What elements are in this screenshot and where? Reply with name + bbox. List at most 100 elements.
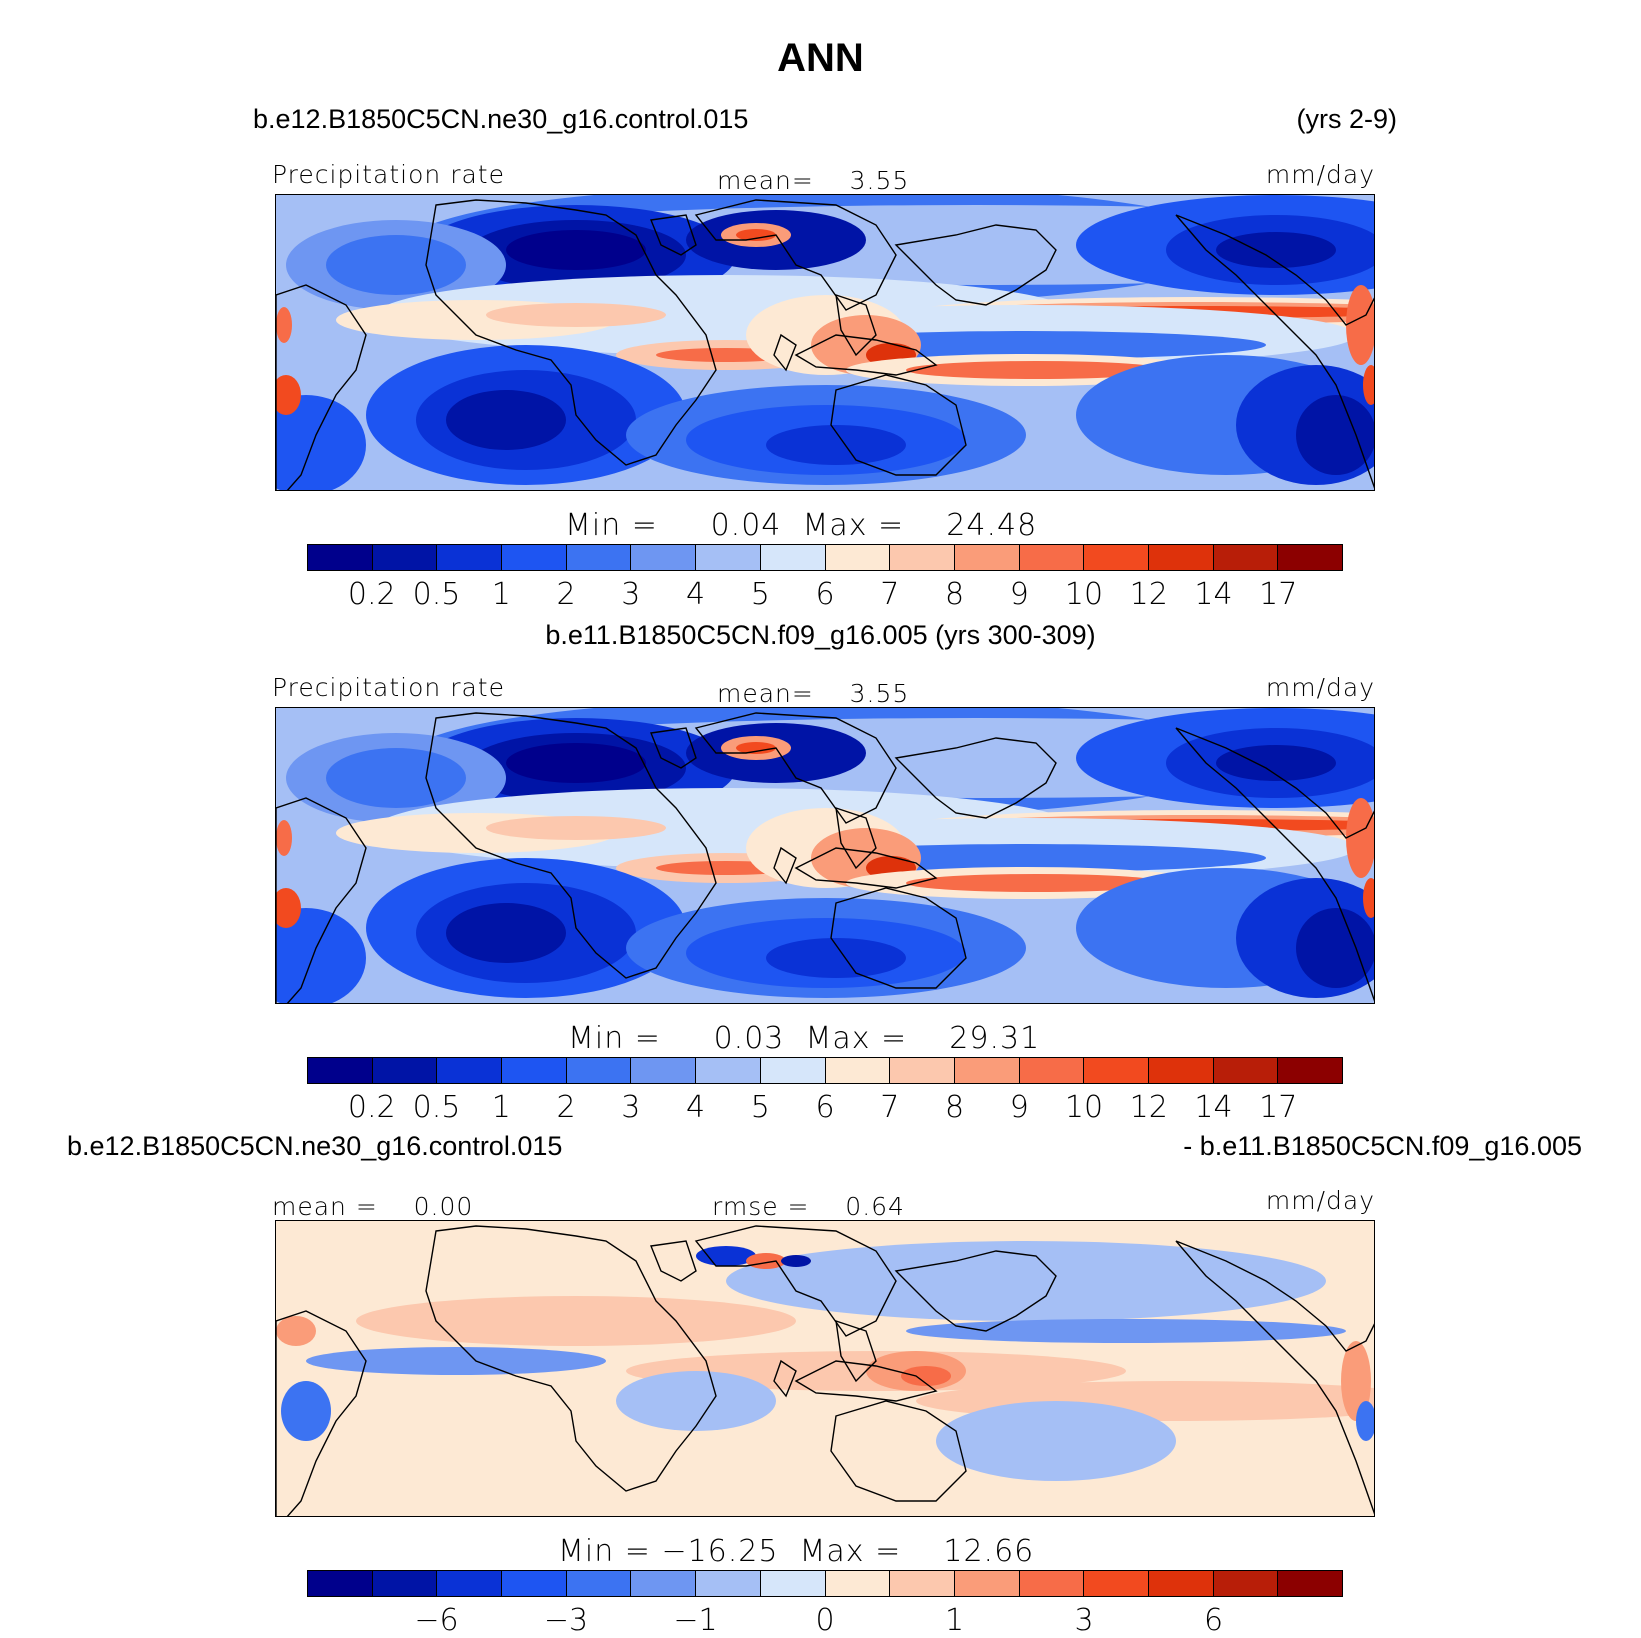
coastline bbox=[276, 797, 367, 1003]
panel3-case-name: b.e12.B1850C5CN.ne30_g16.control.015 bbox=[67, 1131, 563, 1161]
panel3-case-diff: - b.e11.B1850C5CN.f09_g16.005 bbox=[1183, 1131, 1582, 1161]
map3-svg bbox=[276, 1221, 1374, 1516]
coastline bbox=[1175, 727, 1374, 1002]
colorbar-tick-label: 6 bbox=[1203, 1603, 1224, 1638]
panel2-variable-label: Precipitation rate bbox=[272, 673, 505, 702]
contour-region bbox=[781, 1255, 811, 1267]
colorbar-swatch bbox=[631, 1571, 697, 1596]
contour-region bbox=[1363, 878, 1374, 918]
colorbar-swatch bbox=[566, 1571, 632, 1596]
colorbar-tick-label: 3 bbox=[621, 577, 641, 612]
coastline bbox=[835, 806, 877, 870]
colorbar-tick-label: 3 bbox=[621, 1090, 641, 1125]
colorbar-swatch bbox=[566, 1058, 632, 1083]
panel3-map bbox=[275, 1220, 1375, 1517]
panel2-mean-key: mean= bbox=[717, 679, 814, 708]
map2-svg bbox=[276, 708, 1374, 1003]
colorbar-swatch bbox=[1019, 545, 1085, 570]
colorbar-tick-label: 4 bbox=[685, 577, 706, 612]
colorbar-tick-label: 0.2 bbox=[347, 1090, 396, 1125]
colorbar-swatch bbox=[1084, 545, 1149, 570]
contour-region bbox=[906, 361, 1166, 379]
colorbar-tick-label: 6 bbox=[815, 577, 835, 612]
contour-region bbox=[906, 1319, 1346, 1343]
panel1-mean-value: 3.55 bbox=[849, 166, 910, 195]
colorbar-swatch bbox=[954, 545, 1020, 570]
colorbar-tick-label: 17 bbox=[1259, 1090, 1298, 1125]
panel1-period: (yrs 2-9) bbox=[1296, 104, 1398, 134]
colorbar-swatch bbox=[1148, 1058, 1214, 1083]
colorbar-tick-label: 3 bbox=[1074, 1603, 1094, 1638]
colorbar-tick-label: 7 bbox=[880, 577, 900, 612]
colorbar-tick-label: 14 bbox=[1194, 1090, 1233, 1125]
colorbar-tick-label: −6 bbox=[414, 1603, 459, 1638]
colorbar-tick-label: −3 bbox=[543, 1603, 589, 1638]
coastline bbox=[894, 224, 1057, 306]
panel2-mean-value: 3.55 bbox=[849, 679, 910, 708]
coastline bbox=[650, 214, 697, 256]
colorbar-tick-label: 17 bbox=[1259, 577, 1298, 612]
colorbar-swatch bbox=[1213, 1058, 1279, 1083]
colorbar-swatch bbox=[760, 1058, 826, 1083]
colorbar-tick-label: 2 bbox=[556, 1090, 576, 1125]
coastline bbox=[276, 1310, 367, 1516]
colorbar-swatch bbox=[954, 1571, 1020, 1596]
contour-region bbox=[506, 230, 646, 270]
contour-region bbox=[281, 1381, 331, 1441]
colorbar-tick-label: 9 bbox=[1009, 1090, 1029, 1125]
colorbar-tick-label: 6 bbox=[815, 1090, 835, 1125]
colorbar-tick-label: 1 bbox=[944, 1603, 965, 1638]
contour-region bbox=[1216, 745, 1336, 781]
colorbar-swatch bbox=[1278, 545, 1342, 570]
colorbar-swatch bbox=[1084, 1571, 1149, 1596]
coastline bbox=[694, 199, 897, 311]
coastline bbox=[650, 727, 697, 769]
contour-region bbox=[1346, 798, 1374, 878]
colorbar-tick-label: 12 bbox=[1129, 1090, 1168, 1125]
coastline bbox=[830, 374, 967, 476]
panel3-minmax: Min = −16.25 Max = 12.66 bbox=[558, 1534, 1035, 1569]
contour-region bbox=[1346, 285, 1374, 365]
coastline bbox=[794, 334, 938, 376]
contour-region bbox=[326, 748, 466, 808]
contour-region bbox=[276, 820, 292, 856]
colorbar-swatch bbox=[825, 545, 891, 570]
coastline bbox=[830, 887, 967, 989]
colorbar-swatch bbox=[1278, 1571, 1342, 1596]
contour-region bbox=[906, 874, 1166, 892]
contour-region bbox=[1363, 365, 1374, 405]
colorbar-swatch bbox=[372, 1571, 438, 1596]
contour-region bbox=[486, 303, 666, 327]
coastline bbox=[276, 284, 367, 490]
colorbar-tick-label: 7 bbox=[880, 1090, 900, 1125]
colorbar-swatch bbox=[372, 545, 438, 570]
contour-region bbox=[506, 743, 646, 783]
panel3-mean-value: 0.00 bbox=[413, 1192, 474, 1221]
colorbar-tick-label: 4 bbox=[685, 1090, 706, 1125]
contour-region bbox=[446, 390, 566, 450]
contour-region bbox=[616, 1371, 776, 1431]
colorbar-tick-label: 12 bbox=[1129, 577, 1168, 612]
colorbar-swatch bbox=[437, 1058, 503, 1083]
colorbar-swatch bbox=[308, 1571, 373, 1596]
colorbar-swatch bbox=[437, 1571, 503, 1596]
contour-region bbox=[766, 938, 906, 978]
colorbar-tick-label: 5 bbox=[750, 577, 770, 612]
panel2-colorbar bbox=[307, 1057, 1343, 1084]
coastline bbox=[773, 333, 797, 372]
colorbar-tick-label: 0.2 bbox=[347, 577, 396, 612]
coastline bbox=[1175, 214, 1374, 489]
coastline bbox=[794, 847, 938, 889]
panel3-colorbar bbox=[307, 1570, 1343, 1597]
coastline bbox=[650, 1240, 697, 1282]
contour-region bbox=[1341, 1341, 1371, 1421]
contour-region bbox=[736, 742, 776, 754]
coastline bbox=[425, 712, 717, 979]
colorbar-tick-label: 2 bbox=[556, 577, 576, 612]
contour-region bbox=[446, 903, 566, 963]
contour-region bbox=[696, 1246, 756, 1266]
panel1-variable-label: Precipitation rate bbox=[272, 160, 505, 189]
colorbar-tick-label: −1 bbox=[673, 1603, 718, 1638]
colorbar-swatch bbox=[1084, 1058, 1149, 1083]
colorbar-tick-label: 10 bbox=[1064, 577, 1104, 612]
